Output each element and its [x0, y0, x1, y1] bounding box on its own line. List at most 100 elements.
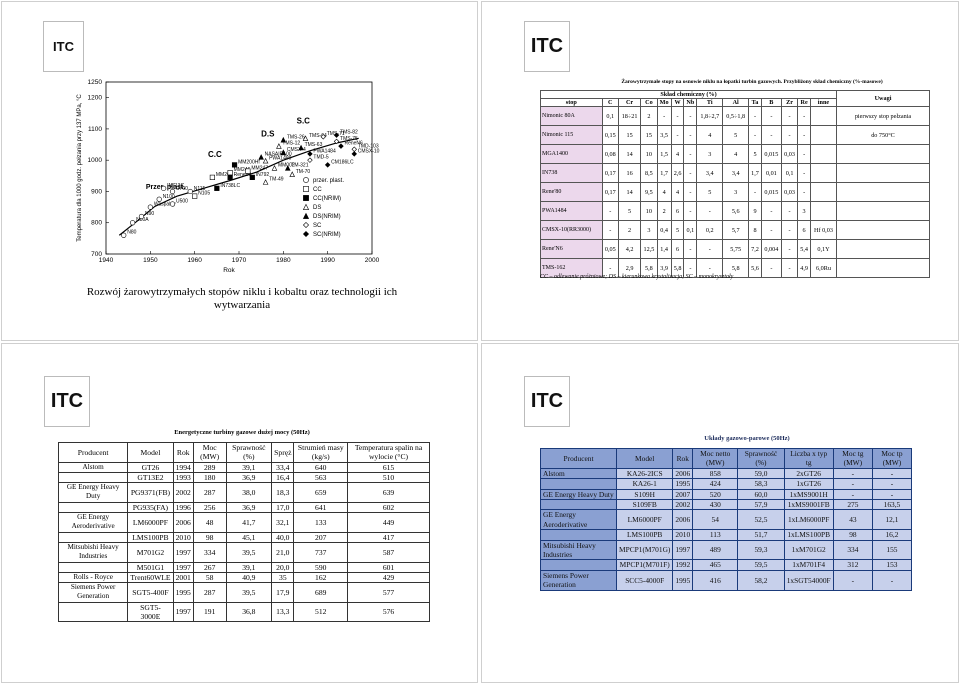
- data-point: [209, 174, 216, 180]
- table-row: LMS100PB 2010 98 45,1 40,0 207 417: [57, 531, 430, 543]
- table-row: Mitsubishi Heavy Industries M701G2 1997 334…: [57, 541, 430, 563]
- table-cell: 577: [347, 582, 430, 603]
- table-cell: 639: [347, 482, 430, 503]
- table-row: S109FB 2002 430 57,9 1xMS9001FB 275 163,5: [539, 499, 913, 511]
- table-cell: [57, 601, 129, 623]
- table-cell: 1,7: [656, 163, 672, 184]
- table-cell: 59,0: [737, 467, 785, 480]
- table-cell: [539, 529, 618, 541]
- table-cell: [57, 561, 129, 573]
- column-header: Rok: [672, 448, 694, 469]
- x-axis-label: Rok: [223, 267, 235, 274]
- table-cell: 2010: [672, 529, 694, 541]
- table-cell: [809, 163, 838, 184]
- table-cell: -: [683, 106, 698, 127]
- table-row: GE Energy Aeroderivative LM6000PF 2006 48 41…: [57, 512, 430, 533]
- point-label: U700: [176, 186, 188, 192]
- table-cell: 510: [347, 471, 430, 484]
- point-label: MM246: [234, 167, 251, 173]
- table-cell: 5,75: [722, 239, 750, 260]
- table-cell: KA26-2ICS: [616, 467, 674, 480]
- table-cell: Alstom: [57, 461, 129, 473]
- point-label: U500: [176, 198, 188, 204]
- table-cell: 1,7: [748, 163, 762, 184]
- table-cell: [836, 144, 930, 165]
- point-label: TMS-63: [305, 142, 323, 148]
- x-tick-label: 1970: [232, 257, 247, 264]
- column-header: Cr: [617, 98, 642, 108]
- table-cell: 16: [617, 163, 642, 184]
- header-row: Producent Model Rok Moc (MW) Sprawność (%) Sp…: [57, 442, 430, 463]
- table-cell: 2,6: [670, 163, 685, 184]
- table-cell: 1xLMS100PB: [783, 529, 834, 541]
- table-cell: 98: [192, 531, 227, 543]
- table-cell: 1995: [672, 569, 694, 591]
- legend-label: DS(NRIM): [313, 214, 341, 220]
- table-cell: Siemens Power Generation: [539, 569, 618, 591]
- legend-marker: [302, 221, 310, 229]
- table-cell: CMSX-10(RR3000): [540, 220, 603, 241]
- table-cell: 287: [192, 482, 227, 503]
- table-cell: 60,0: [737, 488, 785, 501]
- table-cell: 4: [696, 125, 724, 146]
- table-cell: [809, 125, 838, 146]
- table-cell: 0,1: [683, 220, 698, 241]
- table-cell: 5,8: [670, 258, 685, 279]
- table-row: Alstom KA26-2ICS 2006 858 59,0 2xGT26- -: [539, 467, 913, 480]
- table-cell: 1xSGT54000F: [783, 569, 834, 591]
- itc-logo: ITC: [524, 376, 570, 427]
- table-cell: 10: [640, 144, 658, 165]
- slide-4: ITC Układy gazowo-parowe (50Hz) Producen…: [481, 343, 959, 683]
- legend-marker: [303, 177, 309, 183]
- table-row: Rolls - Royce Trent60WLE 2001 58 40,9 35 162 42…: [57, 571, 430, 584]
- table-cell: [836, 182, 930, 203]
- table-row: Mitsubishi Heavy Industries MPCP1(M701G) 1…: [539, 539, 913, 561]
- point-label: IN792: [256, 172, 270, 178]
- point-label: N80A: [136, 217, 149, 223]
- table-cell: 2002: [172, 482, 194, 503]
- table-row: KA26-1 1995 424 58,3 1xGT26- -: [539, 478, 913, 490]
- table-cell: S109FB: [616, 499, 674, 511]
- table-row: PWA1484-5 10 2 6- -5,6 9- -3: [540, 201, 930, 222]
- table-cell: 3: [640, 220, 658, 241]
- table-cell: -: [871, 488, 913, 501]
- table-cell: 1997: [672, 539, 694, 561]
- table-cell: 52,5: [737, 509, 785, 531]
- point-label: TMS-12: [282, 141, 300, 147]
- data-point: [280, 136, 287, 143]
- table-cell: 39,5: [225, 541, 273, 563]
- column-header: Al: [722, 98, 750, 108]
- table-cell: 15: [640, 125, 658, 146]
- y-tick-label: 1100: [88, 126, 102, 133]
- x-tick-label: 1960: [187, 257, 202, 264]
- point-label: TMD-5: [313, 155, 328, 161]
- table-cell: -: [760, 125, 782, 146]
- data-point: [245, 168, 251, 174]
- table-cell: 98: [832, 529, 873, 541]
- table-cell: PWA1484: [540, 201, 603, 222]
- trend-curve: [118, 137, 359, 236]
- table-cell: -: [748, 106, 762, 127]
- point-label: N100: [163, 194, 175, 200]
- table-cell: 858: [692, 467, 739, 480]
- table-cell: 0,01: [760, 163, 782, 184]
- table-cell: IN738: [540, 163, 603, 184]
- table-cell: 1xMS9001H: [783, 488, 834, 501]
- x-tick-label: 1990: [320, 257, 335, 264]
- table-cell: 59,3: [737, 539, 785, 561]
- table-cell: [809, 182, 838, 203]
- table-cell: 5: [722, 125, 750, 146]
- table-cell: 256: [192, 501, 227, 514]
- data-point: [338, 143, 344, 149]
- column-header: Liczba x typ tg: [783, 448, 834, 469]
- column-header: Spręż: [271, 442, 295, 463]
- x-tick-label: 1940: [99, 257, 114, 264]
- table-cell: -: [696, 201, 724, 222]
- column-header: W: [670, 98, 685, 108]
- table-cell: 4,9: [797, 258, 811, 279]
- table-cell: 6: [670, 201, 685, 222]
- data-point: [138, 213, 145, 220]
- table-cell: 21,0: [271, 541, 295, 563]
- point-label: Rene80: [234, 172, 252, 178]
- table-cell: 58: [192, 571, 227, 584]
